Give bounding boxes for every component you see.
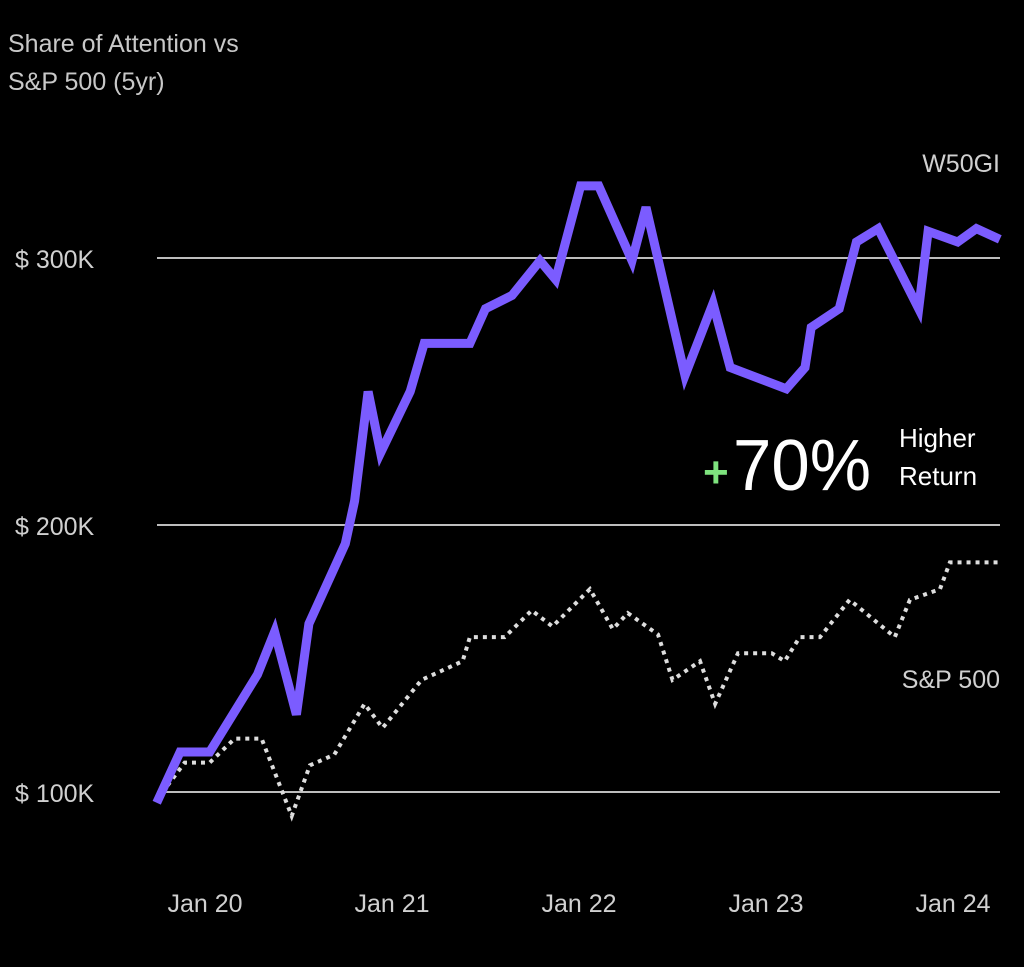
y-tick-label: $ 100K <box>15 780 95 808</box>
series-w50gi <box>152 181 1002 805</box>
series-line <box>155 560 999 822</box>
x-tick-label: Jan 23 <box>728 890 803 918</box>
x-tick-label: Jan 20 <box>167 890 242 918</box>
gridlines <box>157 257 1000 793</box>
annotation-value: 70% <box>733 426 871 506</box>
chart-title-line-1: Share of Attention vs <box>8 30 239 58</box>
series-label-sp500: S&P 500 <box>902 666 1000 694</box>
chart-title-line-2: S&P 500 (5yr) <box>8 68 165 96</box>
x-tick-label: Jan 22 <box>541 890 616 918</box>
y-tick-label: $ 300K <box>15 246 95 274</box>
y-axis-labels: $ 100K $ 200K $ 300K <box>15 246 95 808</box>
annotation-plus: + <box>703 448 729 497</box>
series-label-w50gi: W50GI <box>922 150 1000 178</box>
higher-return-annotation: + 70% Higher Return <box>703 423 977 506</box>
series-line <box>152 181 1002 805</box>
annotation-line-1: Higher <box>899 423 976 453</box>
series-lines <box>152 181 1002 822</box>
annotation-line-2: Return <box>899 461 977 491</box>
series-s-p-500 <box>155 560 999 822</box>
x-tick-label: Jan 24 <box>915 890 990 918</box>
x-axis-labels: Jan 20 Jan 21 Jan 22 Jan 23 Jan 24 <box>167 890 990 918</box>
x-tick-label: Jan 21 <box>354 890 429 918</box>
y-tick-label: $ 200K <box>15 513 95 541</box>
